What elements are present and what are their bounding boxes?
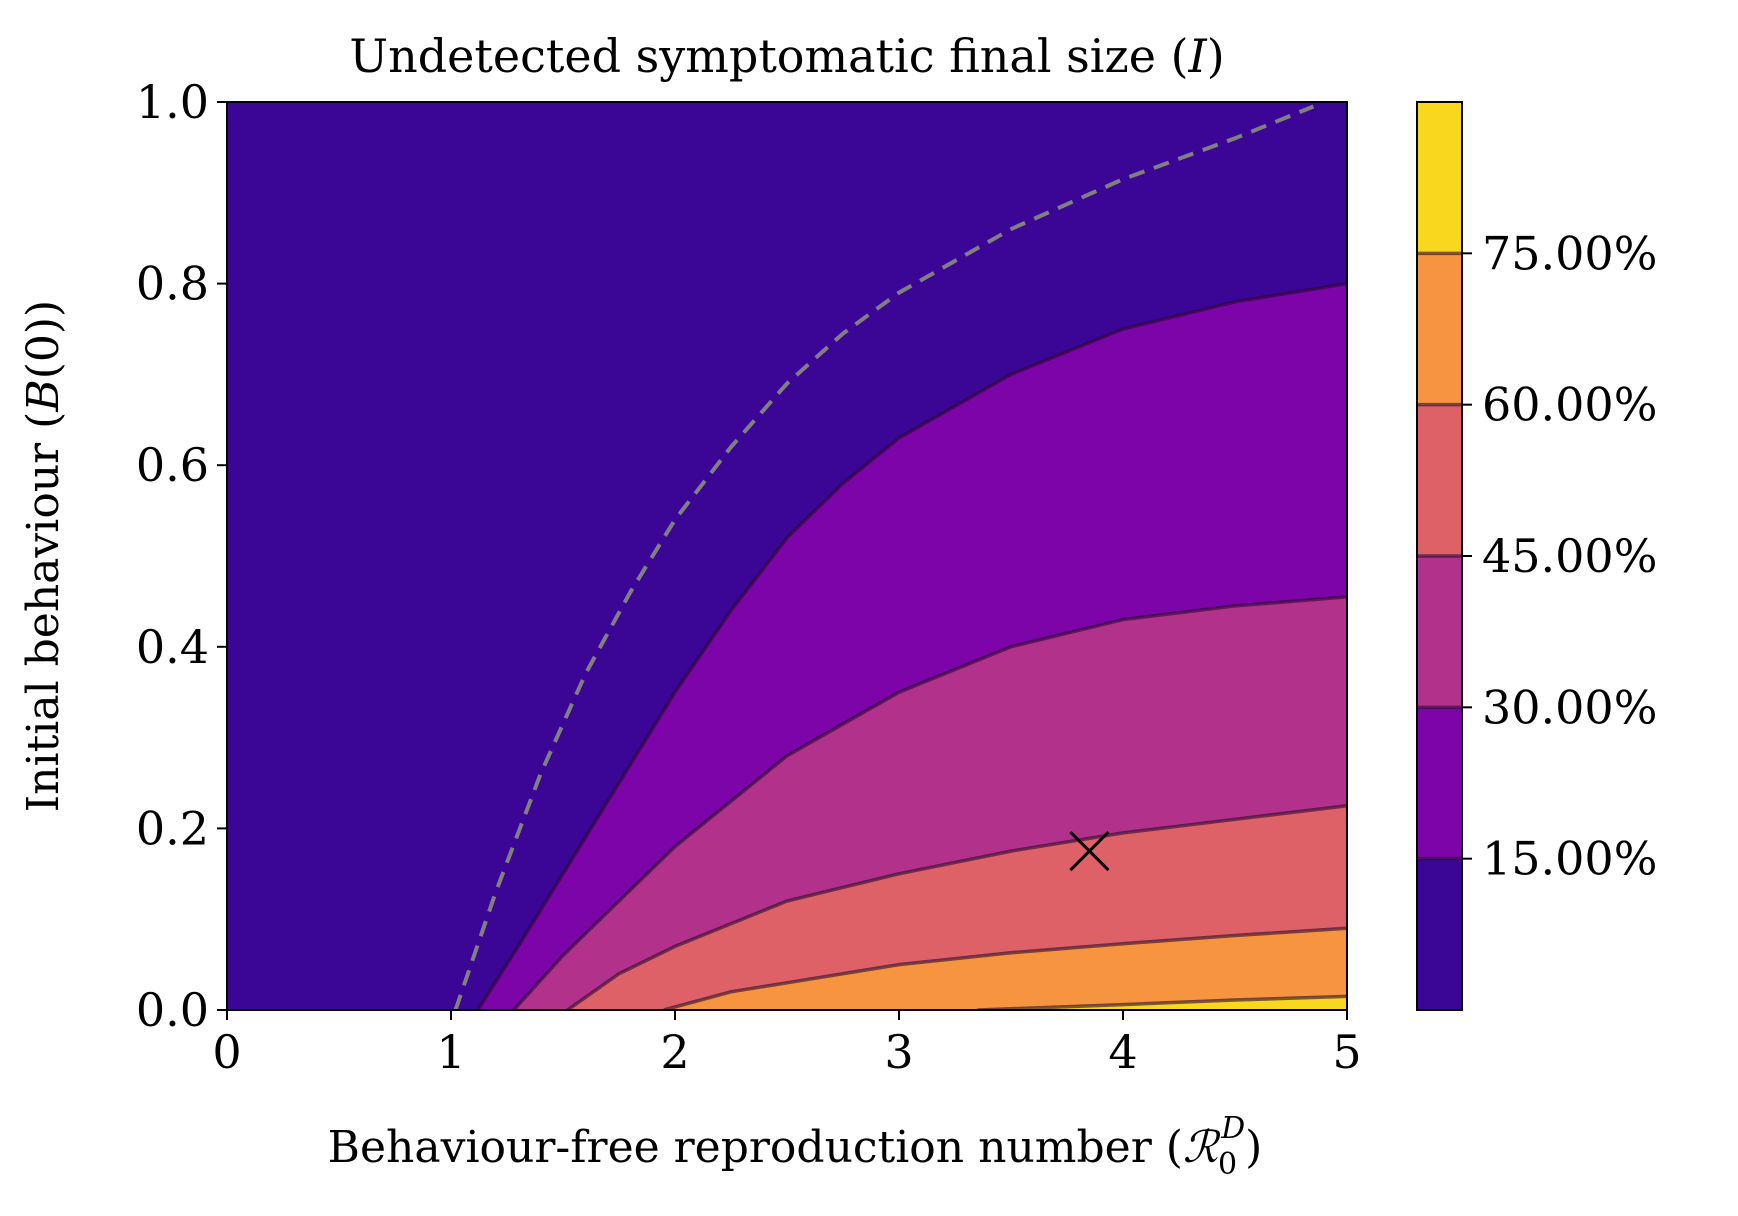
y-tick-label: 1.0 [136, 75, 209, 129]
x-tick-label: 0 [212, 1025, 241, 1079]
contour-line-75 [977, 994, 1347, 1010]
y-tick-label: 0.6 [136, 438, 209, 492]
colorbar-tick-label: 45.00% [1482, 529, 1657, 583]
threshold-dashed-curve [453, 104, 1315, 1010]
colorbar-band [1417, 404, 1462, 556]
marker-x [1069, 831, 1110, 872]
y-axis: 0.0 0.2 0.4 0.6 0.8 1.0 [136, 75, 227, 1037]
chart-title: Undetected symptomatic final size (I) [349, 29, 1224, 83]
contour-line-30 [512, 595, 1347, 1010]
y-tick-label: 0.8 [136, 257, 209, 311]
y-axis-label: Initial behaviour (B(0)) [18, 300, 69, 812]
y-tick-label: 0.2 [136, 801, 209, 855]
contour-fill-regions [227, 102, 1347, 1010]
x-tick-label: 3 [884, 1025, 913, 1079]
colorbar-band [1417, 253, 1462, 405]
colorbar-tick-label: 60.00% [1482, 378, 1657, 432]
y-tick-label: 0.4 [136, 620, 209, 674]
colorbar-band [1417, 102, 1462, 254]
colorbar-tick-label: 15.00% [1482, 832, 1657, 886]
colorbar-tick-label: 30.00% [1482, 680, 1657, 734]
contour-lines [453, 104, 1347, 1010]
colorbar-band [1417, 858, 1462, 1010]
contour-line-45 [566, 803, 1347, 1010]
band-above-60 [663, 928, 1347, 1010]
colorbar: 15.00% 30.00% 45.00% 60.00% 75.00% [1416, 101, 1657, 1011]
colorbar-frame [1416, 101, 1463, 1011]
x-axis-label: Behaviour-free reproduction number (ℛ0D) [328, 1111, 1263, 1182]
y-tick-label: 0.0 [136, 983, 209, 1037]
colorbar-band [1417, 707, 1462, 859]
plot-frame [226, 101, 1348, 1011]
x-tick-label: 5 [1332, 1025, 1361, 1079]
colorbar-tick-label: 75.00% [1482, 226, 1657, 280]
colorbar-band [1417, 556, 1462, 708]
x-tick-label: 4 [1108, 1025, 1137, 1079]
x-tick-label: 1 [436, 1025, 465, 1079]
x-tick-label: 2 [660, 1025, 689, 1079]
contour-line-15 [476, 281, 1347, 1010]
x-axis: 0 1 2 3 4 5 [212, 1010, 1362, 1079]
contour-line-60 [663, 926, 1347, 1010]
